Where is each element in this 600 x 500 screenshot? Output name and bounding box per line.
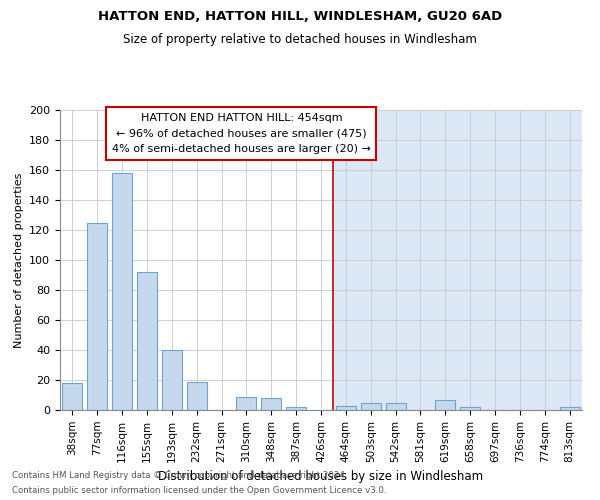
Bar: [334, 110, 582, 410]
Text: HATTON END HATTON HILL: 454sqm
← 96% of detached houses are smaller (475)
4% of : HATTON END HATTON HILL: 454sqm ← 96% of …: [112, 113, 371, 154]
Text: Contains HM Land Registry data © Crown copyright and database right 2024.: Contains HM Land Registry data © Crown c…: [12, 471, 347, 480]
Y-axis label: Number of detached properties: Number of detached properties: [14, 172, 23, 348]
Bar: [112, 173, 132, 410]
Bar: [436, 400, 455, 410]
Text: Contains public sector information licensed under the Open Government Licence v3: Contains public sector information licen…: [12, 486, 386, 495]
Bar: [262, 398, 281, 410]
Bar: [386, 402, 406, 410]
Bar: [560, 407, 580, 410]
Bar: [460, 407, 480, 410]
X-axis label: Distribution of detached houses by size in Windlesham: Distribution of detached houses by size …: [158, 470, 484, 483]
Text: HATTON END, HATTON HILL, WINDLESHAM, GU20 6AD: HATTON END, HATTON HILL, WINDLESHAM, GU2…: [98, 10, 502, 23]
Text: Size of property relative to detached houses in Windlesham: Size of property relative to detached ho…: [123, 32, 477, 46]
Bar: [336, 406, 356, 410]
Bar: [187, 382, 206, 410]
Bar: [162, 350, 182, 410]
Bar: [286, 407, 306, 410]
Bar: [88, 222, 107, 410]
Bar: [137, 272, 157, 410]
Bar: [361, 402, 380, 410]
Bar: [236, 396, 256, 410]
Bar: [62, 383, 82, 410]
